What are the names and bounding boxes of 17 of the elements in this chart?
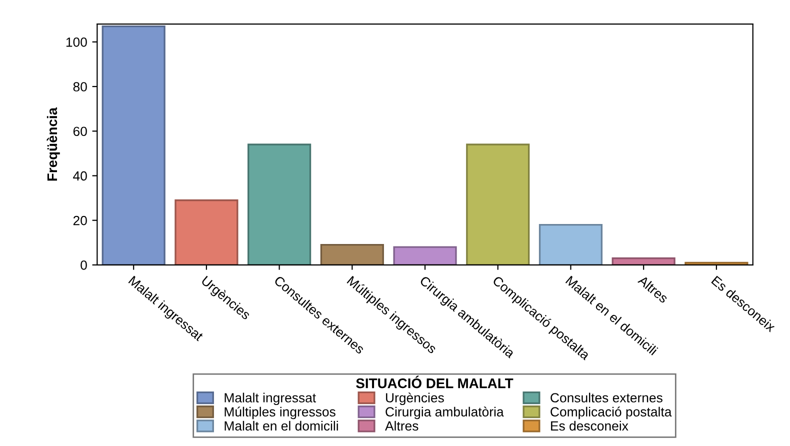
legend-label: Malalt ingressat [224, 392, 316, 406]
y-tick-label: 100 [66, 37, 87, 47]
y-tick-label: 0 [80, 260, 87, 270]
legend-label: Múltiples ingressos [224, 406, 336, 420]
y-axis-title: Freqüència [46, 107, 60, 181]
legend-label: Consultes externes [550, 392, 662, 402]
y-tick-label: 40 [73, 171, 87, 181]
y-tick-label: 80 [73, 82, 87, 92]
legend-label: Cirurgia ambulatòria [386, 406, 504, 420]
y-tick-label: 60 [73, 126, 87, 136]
legend-label: Es desconeix [551, 420, 628, 431]
y-tick-label: 20 [73, 216, 87, 226]
legend-label: Malalt en el domicili [224, 420, 338, 431]
legend-label: Complicació postalta [550, 406, 672, 420]
legend-label: Altres [385, 420, 418, 431]
legend-title: SITUACIÓ DEL MALALT [356, 376, 514, 388]
legend-label: Urgències [386, 392, 444, 406]
